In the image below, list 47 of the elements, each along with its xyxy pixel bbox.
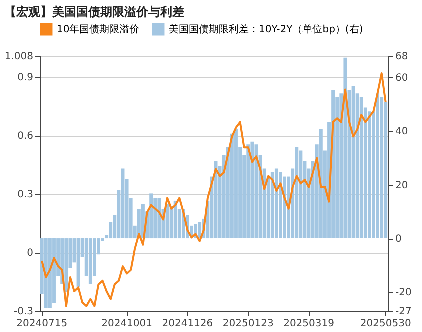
bar bbox=[368, 112, 372, 239]
y-tick-label: 0.3 bbox=[18, 190, 34, 201]
bar bbox=[319, 129, 323, 239]
bar bbox=[295, 147, 299, 239]
bar bbox=[299, 150, 303, 239]
y2-tick-label: 40 bbox=[396, 126, 408, 138]
chart-title: 【宏观】美国国债期限溢价与利差 bbox=[4, 5, 184, 19]
bar bbox=[246, 144, 250, 239]
bar bbox=[344, 58, 348, 239]
bar bbox=[380, 97, 384, 239]
y2-tick-label: -20 bbox=[396, 288, 412, 299]
line-series bbox=[41, 72, 387, 308]
bar bbox=[279, 172, 282, 239]
bar bbox=[376, 94, 380, 239]
x-tick-label: 20241001 bbox=[102, 318, 153, 330]
y-tick-label: 0.9 bbox=[18, 72, 34, 84]
y2-tick-label: 0 bbox=[396, 234, 402, 246]
bar bbox=[64, 238, 68, 292]
bar bbox=[250, 142, 254, 239]
legend-label: 10年国债期限溢价 bbox=[57, 24, 140, 36]
x-tick-label: 20250319 bbox=[284, 318, 334, 330]
bar bbox=[88, 238, 92, 284]
y2-tick-label: -27 bbox=[396, 306, 412, 318]
y2-tick-label: 60 bbox=[396, 72, 408, 84]
bar bbox=[174, 200, 178, 239]
y-tick-label: -0.3 bbox=[14, 306, 34, 318]
x-tick-label: 20250123 bbox=[222, 318, 274, 330]
bar bbox=[48, 238, 52, 308]
x-tick-label: 20240715 bbox=[16, 318, 68, 330]
y-tick-label: 1.008 bbox=[4, 52, 34, 62]
bar bbox=[270, 172, 274, 239]
bar bbox=[150, 194, 154, 239]
y2-tick-label: 68 bbox=[396, 52, 408, 62]
y-tick-label: 0.6 bbox=[18, 131, 34, 142]
bar bbox=[158, 198, 162, 239]
bar bbox=[230, 134, 234, 239]
y2-tick-label: 20 bbox=[396, 180, 408, 192]
bar bbox=[360, 97, 364, 239]
x-tick-label: 20241126 bbox=[162, 318, 214, 330]
bar bbox=[198, 222, 202, 239]
bar bbox=[44, 238, 48, 308]
y-tick-label: 0 bbox=[27, 248, 34, 260]
legend-label: 美国国债期限利差：10Y-2Y（单位bp）(右) bbox=[169, 24, 364, 36]
bar bbox=[234, 129, 238, 239]
bar bbox=[254, 144, 258, 239]
bar bbox=[274, 168, 278, 239]
x-tick-label: 20250530 bbox=[360, 318, 412, 330]
